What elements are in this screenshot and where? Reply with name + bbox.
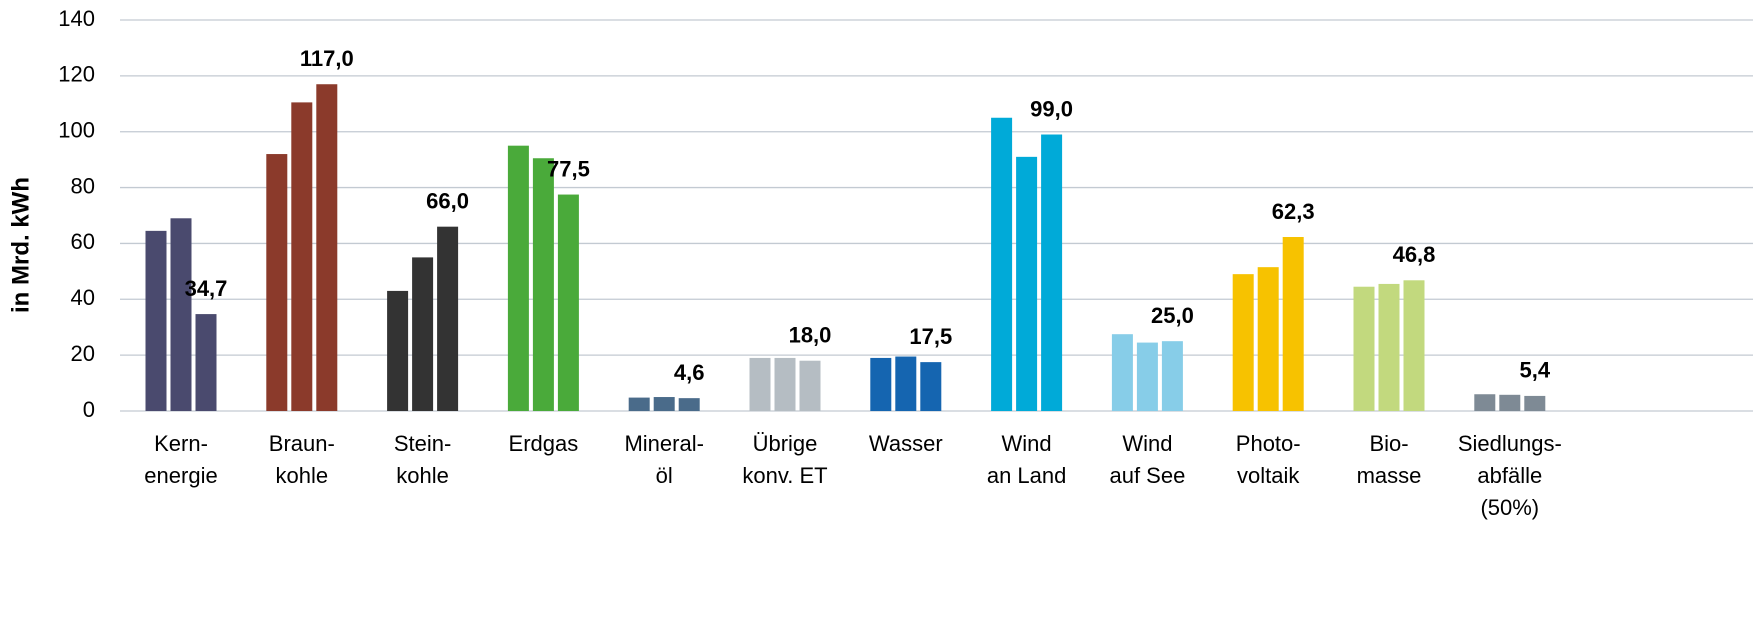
bar — [749, 357, 771, 411]
bar — [1499, 394, 1521, 411]
value-label: 99,0 — [1030, 96, 1073, 121]
bar — [1378, 283, 1400, 411]
x-tick-label: Siedlungs- — [1458, 431, 1562, 456]
bar — [799, 360, 821, 411]
bar — [628, 397, 650, 411]
bar — [1282, 237, 1304, 411]
bar — [1232, 274, 1254, 411]
bar — [1111, 334, 1133, 411]
x-tick-label: Wind — [1122, 431, 1172, 456]
x-tick-label: Wasser — [869, 431, 943, 456]
bar — [316, 84, 338, 411]
x-tick-label: masse — [1357, 463, 1422, 488]
bar — [507, 145, 529, 411]
x-tick-label: Braun- — [269, 431, 335, 456]
value-label: 117,0 — [300, 46, 354, 71]
y-tick-label: 120 — [58, 62, 95, 87]
x-tick-label: Stein- — [394, 431, 451, 456]
value-label: 25,0 — [1151, 303, 1194, 328]
value-label: 34,7 — [185, 276, 228, 301]
y-tick-label: 0 — [83, 397, 95, 422]
bar — [145, 230, 167, 411]
bar — [653, 397, 675, 411]
bar — [170, 218, 192, 411]
x-tick-label: kohle — [276, 463, 329, 488]
y-tick-label: 60 — [71, 229, 95, 254]
bar — [557, 194, 579, 411]
bar — [1016, 156, 1038, 411]
bar — [387, 290, 409, 411]
bar — [774, 357, 796, 411]
x-tick-label: Übrige — [753, 431, 818, 456]
x-tick-label: an Land — [987, 463, 1067, 488]
value-label: 66,0 — [426, 188, 469, 213]
bar — [991, 117, 1013, 411]
y-tick-label: 20 — [71, 341, 95, 366]
y-axis-title: in Mrd. kWh — [7, 177, 34, 313]
bar — [291, 102, 313, 411]
x-tick-label: kohle — [396, 463, 449, 488]
bar — [1524, 395, 1546, 411]
value-label: 5,4 — [1520, 358, 1551, 383]
value-label: 77,5 — [547, 156, 590, 181]
y-tick-label: 100 — [58, 118, 95, 143]
bar — [266, 154, 288, 412]
x-tick-label: Bio- — [1369, 431, 1408, 456]
bar — [412, 257, 434, 411]
value-label: 4,6 — [674, 360, 705, 385]
x-tick-label: (50%) — [1480, 495, 1539, 520]
bar — [532, 158, 554, 411]
value-label: 18,0 — [789, 323, 832, 348]
bar — [895, 356, 917, 411]
x-tick-label: konv. ET — [742, 463, 827, 488]
x-tick-label: Erdgas — [509, 431, 579, 456]
bar — [1353, 286, 1375, 411]
x-tick-label: Photo- — [1236, 431, 1301, 456]
x-tick-label: auf See — [1109, 463, 1185, 488]
bar — [678, 398, 700, 411]
bar — [195, 314, 217, 411]
bar — [1161, 341, 1183, 411]
bar — [920, 362, 942, 411]
bar — [1403, 280, 1425, 411]
bar — [1257, 267, 1279, 411]
bar — [1041, 134, 1063, 411]
x-tick-label: Kern- — [154, 431, 208, 456]
value-label: 17,5 — [909, 324, 952, 349]
x-tick-label: abfälle — [1477, 463, 1542, 488]
value-label: 62,3 — [1272, 199, 1315, 224]
x-tick-label: voltaik — [1237, 463, 1300, 488]
bar — [1474, 394, 1496, 411]
bar — [437, 226, 459, 411]
x-tick-label: öl — [656, 463, 673, 488]
y-tick-label: 140 — [58, 6, 95, 31]
y-tick-label: 80 — [71, 173, 95, 198]
value-label: 46,8 — [1393, 242, 1436, 267]
bar — [1136, 342, 1158, 411]
x-tick-label: energie — [144, 463, 217, 488]
x-tick-label: Mineral- — [624, 431, 703, 456]
x-tick-label: Wind — [1002, 431, 1052, 456]
y-tick-label: 40 — [71, 285, 95, 310]
bar — [870, 357, 892, 411]
